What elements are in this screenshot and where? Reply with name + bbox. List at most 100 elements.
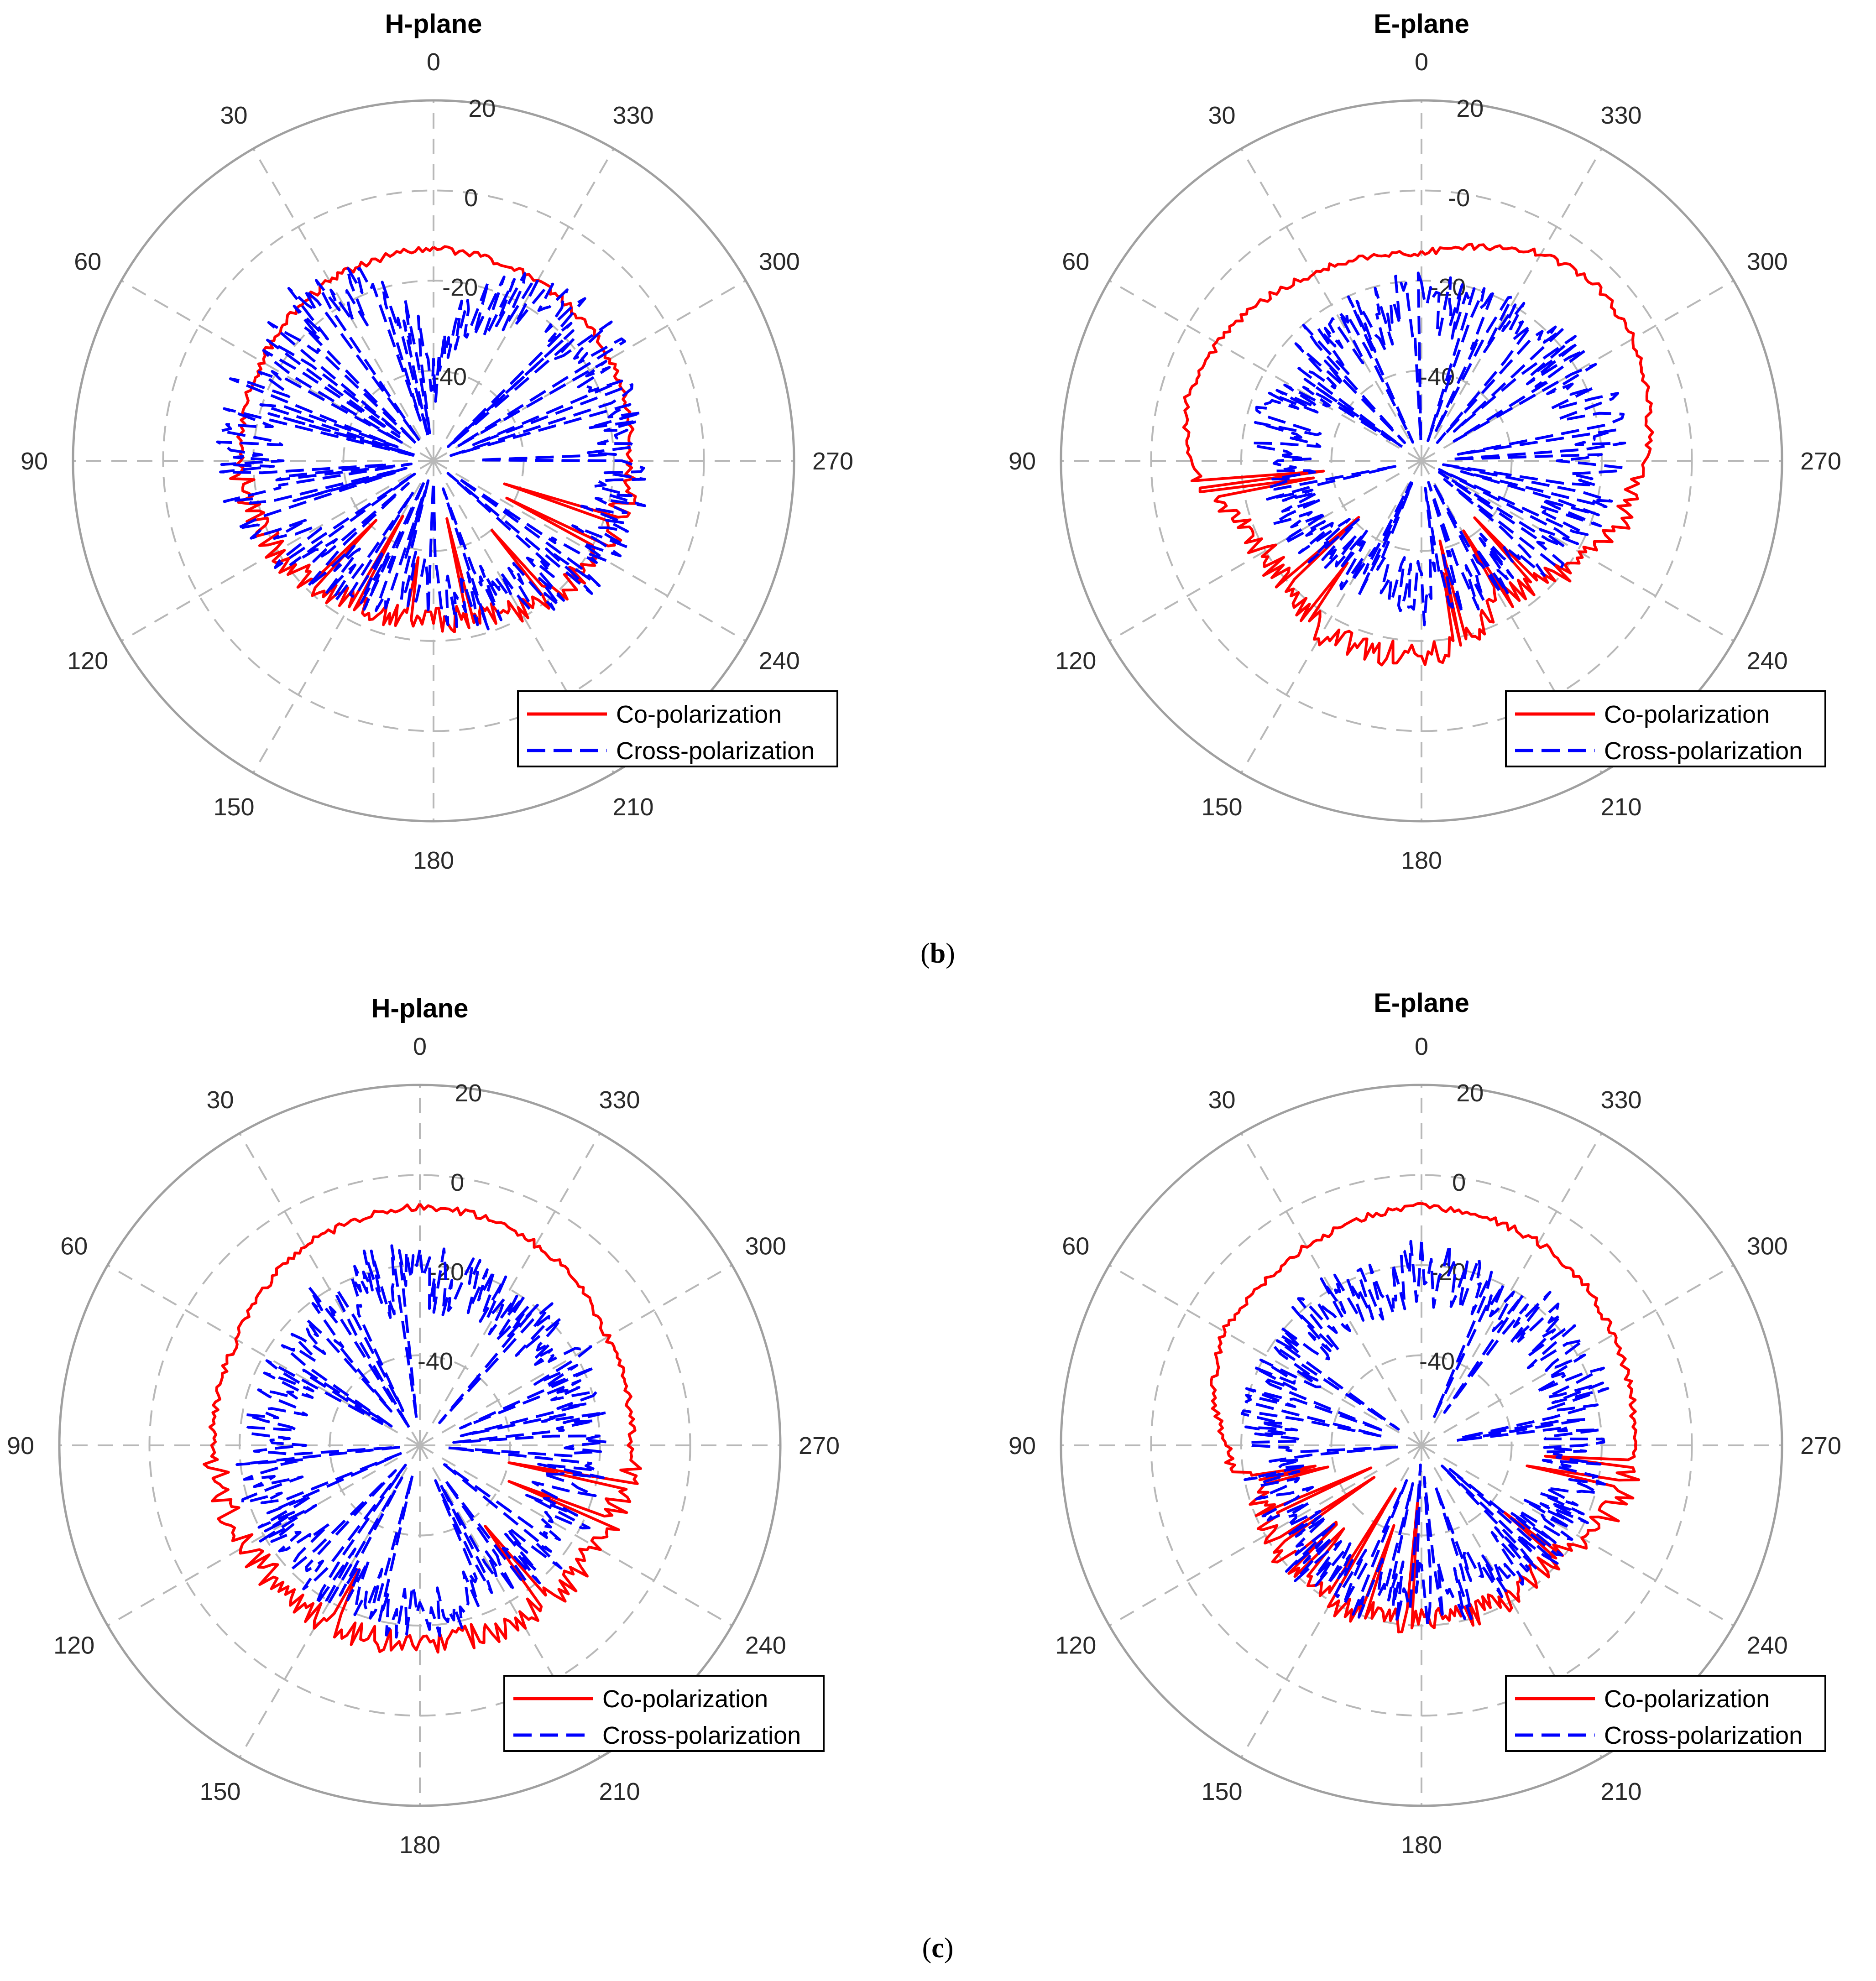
angle-tick-label: 0 bbox=[1415, 48, 1428, 76]
angular-gridline bbox=[419, 1264, 733, 1446]
angular-gridline bbox=[107, 1264, 421, 1446]
radial-gridline bbox=[148, 1174, 691, 1717]
angle-tick-label: 90 bbox=[1009, 448, 1036, 475]
angle-tick-label: 330 bbox=[1600, 102, 1641, 129]
radial-tick-label: 20 bbox=[455, 1079, 482, 1107]
polar-outer-ring bbox=[72, 99, 795, 823]
angle-tick-label: 300 bbox=[745, 1233, 786, 1260]
angle-tick-label: 0 bbox=[413, 1033, 427, 1060]
angle-tick-label: 60 bbox=[60, 1233, 88, 1260]
radial-gridline bbox=[1240, 1264, 1603, 1627]
radial-tick-label: 20 bbox=[468, 95, 496, 122]
angular-gridline bbox=[1108, 280, 1422, 462]
caption-c-letter: c bbox=[931, 1933, 944, 1964]
legend-box bbox=[1505, 690, 1826, 767]
angle-tick-label: 180 bbox=[399, 1831, 440, 1859]
angle-tick-label: 210 bbox=[1600, 793, 1641, 821]
angular-gridline bbox=[1108, 1264, 1422, 1446]
angle-tick-label: 330 bbox=[1600, 1086, 1641, 1114]
angular-gridline bbox=[433, 148, 615, 462]
radial-gridline bbox=[1150, 189, 1693, 732]
co-polarization-line bbox=[203, 1203, 642, 1654]
angle-tick-label: 120 bbox=[1055, 1632, 1096, 1659]
chart-title: E-plane bbox=[1374, 988, 1469, 1018]
caption-c-close: ) bbox=[944, 1933, 954, 1964]
legend: Co-polarization Cross-polarization bbox=[503, 1675, 825, 1752]
radial-tick-label: -40 bbox=[418, 1348, 453, 1375]
angle-tick-label: 240 bbox=[1747, 1632, 1788, 1659]
angle-tick-label: 90 bbox=[21, 448, 48, 475]
angle-tick-label: 0 bbox=[1415, 1033, 1428, 1060]
angle-tick-label: 180 bbox=[1401, 847, 1442, 874]
angle-tick-label: 270 bbox=[1800, 448, 1841, 475]
chart-title: H-plane bbox=[385, 9, 482, 39]
legend-box bbox=[1505, 1675, 1826, 1752]
caption-b-close: ) bbox=[946, 938, 955, 969]
angle-tick-label: 60 bbox=[1062, 248, 1089, 276]
angle-tick-label: 30 bbox=[220, 102, 247, 129]
legend-box bbox=[517, 690, 838, 767]
angle-tick-label: 90 bbox=[7, 1432, 34, 1460]
angular-gridline bbox=[433, 460, 747, 642]
legend-box bbox=[503, 1675, 825, 1752]
polar-chart-c-e-plane: E-plane 0 30 60 90 120 150 180 210 240 270 300 330 20… bbox=[1009, 988, 1841, 1859]
legend: Co-polarization Cross-polarization bbox=[517, 690, 838, 767]
radial-gridline bbox=[1330, 1354, 1513, 1537]
radial-gridline bbox=[329, 1354, 511, 1537]
caption-b: (b) bbox=[920, 938, 955, 969]
angle-tick-label: 210 bbox=[612, 793, 653, 821]
angular-gridline bbox=[252, 460, 434, 774]
polar-chart-b-e-plane: E-plane 0 30 60 90 120 150 180 210 240 270 300 330 20… bbox=[1009, 9, 1841, 874]
angle-tick-label: 270 bbox=[1800, 1432, 1841, 1460]
angle-tick-label: 150 bbox=[1201, 1778, 1242, 1805]
angle-tick-label: 120 bbox=[67, 647, 108, 675]
angle-tick-label: 330 bbox=[599, 1086, 640, 1114]
radial-tick-label: 20 bbox=[1456, 95, 1484, 122]
angle-tick-label: 270 bbox=[799, 1432, 840, 1460]
angle-tick-label: 60 bbox=[74, 248, 101, 276]
angle-tick-label: 240 bbox=[759, 647, 800, 675]
co-polarization-line bbox=[1210, 1202, 1641, 1634]
cross-polarization-line bbox=[216, 265, 646, 631]
angle-tick-label: 270 bbox=[812, 448, 853, 475]
legend-cross-label: Cross-polarization bbox=[1604, 1722, 1803, 1749]
chart-title: H-plane bbox=[371, 994, 469, 1023]
angle-tick-label: 300 bbox=[1747, 1233, 1788, 1260]
radial-tick-label: -40 bbox=[1419, 1348, 1455, 1375]
cross-polarization-line bbox=[1250, 271, 1626, 626]
legend-cross-label: Cross-polarization bbox=[616, 737, 815, 765]
cross-polarization-line bbox=[1240, 1240, 1609, 1628]
angle-tick-label: 180 bbox=[413, 847, 454, 874]
angle-tick-label: 180 bbox=[1401, 1831, 1442, 1859]
caption-b-letter: b bbox=[930, 938, 946, 969]
angle-tick-label: 210 bbox=[1600, 1778, 1641, 1805]
caption-b-open: ( bbox=[920, 938, 930, 969]
angular-gridline bbox=[1421, 1444, 1735, 1627]
angular-gridline bbox=[419, 1132, 601, 1446]
angle-tick-label: 150 bbox=[1201, 793, 1242, 821]
radial-gridline bbox=[1330, 370, 1513, 552]
polar-chart-b-h-plane: H-plane 0 30 60 90 120 150 180 210 240 270 300 330 20… bbox=[21, 9, 853, 874]
angle-tick-label: 120 bbox=[53, 1632, 94, 1659]
radial-tick-label: 0 bbox=[464, 184, 478, 212]
angular-gridline bbox=[1240, 460, 1422, 774]
radial-tick-label: -20 bbox=[442, 274, 478, 301]
radial-tick-label: 0 bbox=[1452, 1169, 1466, 1196]
radial-gridline bbox=[252, 280, 615, 642]
angular-gridline bbox=[1421, 148, 1603, 462]
cross-polarization-line bbox=[235, 1244, 609, 1639]
legend-cross-label: Cross-polarization bbox=[1604, 737, 1803, 765]
radial-gridline bbox=[162, 189, 705, 732]
angular-gridline bbox=[1421, 460, 1735, 642]
polar-chart-c-h-plane: H-plane 0 30 60 90 120 150 180 210 240 270 300 330 20… bbox=[7, 994, 840, 1859]
caption-c-open: ( bbox=[922, 1933, 932, 1964]
radial-gridline bbox=[239, 1264, 601, 1627]
legend: Co-polarization Cross-polarization bbox=[1505, 690, 1826, 767]
angle-tick-label: 30 bbox=[206, 1086, 234, 1114]
angle-tick-label: 240 bbox=[745, 1632, 786, 1659]
co-polarization-line bbox=[1182, 242, 1654, 667]
angle-tick-label: 300 bbox=[759, 248, 800, 276]
legend-cross-label: Cross-polarization bbox=[602, 1722, 801, 1749]
angle-tick-label: 120 bbox=[1055, 647, 1096, 675]
